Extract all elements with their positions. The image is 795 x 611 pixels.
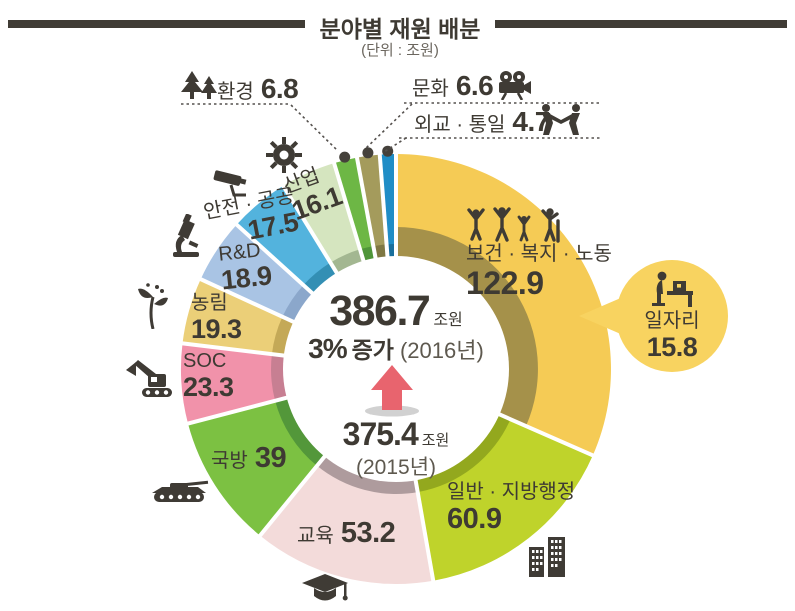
label-culture: 문화 6.6 xyxy=(412,70,494,101)
total-2016-unit: 조원 xyxy=(433,312,463,329)
increase-arrow-icon xyxy=(371,365,413,410)
growth-percent: 3% xyxy=(308,333,347,364)
label-soc: SOC 23.3 xyxy=(183,350,234,402)
label-welfare: 보건 · 복지 · 노동 122.9 xyxy=(466,243,612,301)
movie-camera-icon xyxy=(497,70,531,100)
diplomacy-connector-line xyxy=(383,137,407,153)
arrow-shadow xyxy=(365,405,419,417)
center-total: 386.7 조원 xyxy=(286,287,506,336)
cctv-icon xyxy=(213,170,255,200)
callout-pointer xyxy=(579,297,623,335)
growth-line: 3% 증가 (2016년) xyxy=(286,331,506,365)
label-diplomacy: 외교 · 통일 4.7 xyxy=(414,106,550,137)
trees-icon xyxy=(181,71,219,103)
label-defense: 국방 39 xyxy=(211,442,287,474)
year-2015: (2015년) xyxy=(355,456,437,479)
buildings-icon xyxy=(527,535,567,577)
handshake-icon xyxy=(539,103,583,135)
excavator-icon xyxy=(124,360,182,400)
jobs-callout-bubble[interactable]: 일자리 15.8 xyxy=(616,260,728,372)
label-education: 교육 53.2 xyxy=(297,517,396,549)
title-bar-right xyxy=(495,20,787,28)
sprout-icon xyxy=(136,283,170,329)
total-2015-value: 375.4 xyxy=(342,416,419,452)
label-admin: 일반 · 지방행정 60.9 xyxy=(447,481,576,535)
family-icon xyxy=(466,205,570,245)
callout-label: 일자리 xyxy=(644,309,700,332)
microscope-icon xyxy=(169,214,205,260)
total-2015-unit: 조원 xyxy=(421,432,450,449)
callout-value: 15.8 xyxy=(646,331,698,362)
graduation-cap-icon xyxy=(302,574,348,610)
previous-total: 375.4 조원 xyxy=(286,416,506,453)
title-bar-left xyxy=(8,20,305,28)
label-agriculture: 농림 19.3 xyxy=(191,292,242,344)
year-2016: (2016년) xyxy=(399,338,484,363)
growth-word: 증가 xyxy=(351,337,394,363)
culture-connector-line xyxy=(363,103,413,151)
tank-icon xyxy=(148,477,210,505)
gear-icon xyxy=(266,137,302,173)
total-2016-value: 386.7 xyxy=(329,287,431,335)
label-environment: 환경 6.8 xyxy=(217,73,299,104)
person-at-desk-icon xyxy=(649,270,695,308)
unit-label: (단위 : 조원) xyxy=(361,42,439,59)
page-title: 분야별 재원 배분 xyxy=(319,16,481,42)
